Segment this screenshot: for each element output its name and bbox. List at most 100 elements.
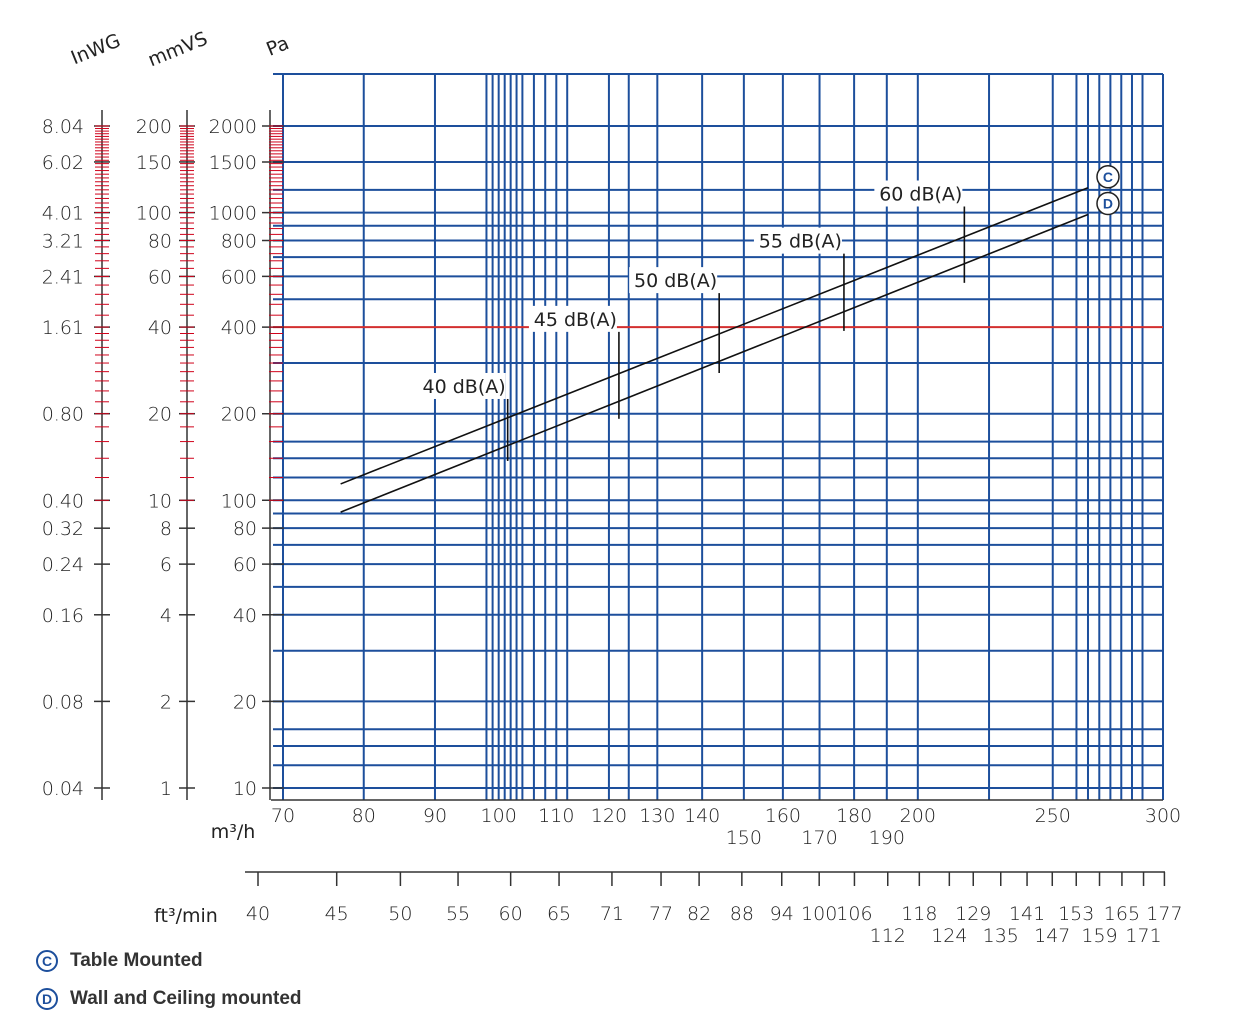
secondary-tick-label: 20 — [148, 404, 172, 426]
db-label: 50 dB(A) — [634, 270, 717, 292]
x-tick-label: 150 — [726, 827, 762, 849]
secondary-tick-label: 150 — [136, 152, 172, 174]
x-tick-label: 160 — [765, 805, 801, 827]
secondary-tick-label: 0.08 — [42, 691, 84, 713]
secondary-tick-label: 0.24 — [42, 554, 84, 576]
pa-tick-label: 200 — [221, 404, 257, 426]
x-tick-label: 90 — [423, 805, 447, 827]
secondary-tick-label: 0.16 — [42, 605, 84, 627]
secondary-tick-label: 4.01 — [42, 203, 84, 225]
pa-tick-label: 10 — [233, 778, 257, 800]
db-label-bg — [417, 372, 506, 399]
ft3-tick-label: 50 — [388, 903, 412, 925]
ft3-tick-label: 82 — [687, 903, 711, 925]
series-badge-c — [1096, 165, 1120, 189]
x-tick-label: 120 — [591, 805, 627, 827]
x-unit-label: m³/h — [211, 821, 256, 843]
secondary-tick-label: 3.21 — [42, 230, 84, 252]
legend-label-c: Table Mounted — [70, 950, 203, 971]
legend-badge-c: C — [36, 950, 58, 972]
x-tick-label: 70 — [271, 805, 295, 827]
secondary-tick-label: 8 — [160, 518, 172, 540]
db-label: 45 dB(A) — [534, 309, 617, 331]
series-badge-d — [1096, 191, 1120, 216]
ft3-tick-label: 171 — [1125, 925, 1161, 947]
ft3-tick-label: 147 — [1034, 925, 1070, 947]
secondary-tick-label: 4 — [160, 605, 172, 627]
series-line-c — [340, 187, 1089, 485]
db-label: 60 dB(A) — [879, 184, 962, 206]
x-tick-label: 130 — [639, 805, 675, 827]
ft3-tick-label: 112 — [870, 925, 906, 947]
secondary-axis-unit: InWG — [68, 30, 124, 70]
x-tick-label: 250 — [1035, 805, 1071, 827]
ft3-tick-label: 106 — [836, 903, 872, 925]
secondary-tick-label: 60 — [148, 266, 172, 288]
x-tick-label: 190 — [869, 827, 905, 849]
series-lines: CD — [340, 165, 1120, 513]
x-tick-label: 100 — [481, 805, 517, 827]
db-label-bg — [874, 180, 963, 207]
secondary-tick-label: 6.02 — [42, 152, 84, 174]
ft3-tick-label: 88 — [730, 903, 754, 925]
series-badge-label: C — [1103, 169, 1113, 185]
ft3-tick-label: 141 — [1009, 903, 1045, 925]
pa-tick-label: 1500 — [209, 152, 257, 174]
pa-tick-label: 600 — [221, 266, 257, 288]
secondary-tick-label: 1.61 — [42, 317, 84, 339]
ft3-tick-label: 129 — [955, 903, 991, 925]
secondary-tick-label: 1 — [160, 778, 172, 800]
ft3-tick-label: 135 — [983, 925, 1019, 947]
ft3-unit-label: ft³/min — [154, 905, 218, 927]
pa-tick-label: 400 — [221, 317, 257, 339]
secondary-tick-label: 0.04 — [42, 778, 84, 800]
secondary-tick-label: 8.04 — [42, 116, 84, 138]
secondary-tick-label: 200 — [136, 116, 172, 138]
secondary-tick-label: 6 — [160, 554, 172, 576]
legend-badge-d: D — [36, 988, 58, 1010]
db-label-bg — [753, 227, 842, 254]
ft3-tick-label: 40 — [246, 903, 270, 925]
ft3-tick-label: 159 — [1081, 925, 1117, 947]
x-tick-label: 300 — [1145, 805, 1181, 827]
secondary-tick-label: 100 — [136, 203, 172, 225]
ft3-tick-label: 60 — [499, 903, 523, 925]
pa-tick-label: 60 — [233, 554, 257, 576]
legend-item-d: D Wall and Ceiling mounted — [36, 988, 302, 1010]
series-badge-label: D — [1103, 195, 1113, 211]
secondary-tick-label: 2.41 — [42, 266, 84, 288]
ft3-tick-label: 100 — [801, 903, 837, 925]
ft3-tick-label: 153 — [1058, 903, 1094, 925]
legend-label-d: Wall and Ceiling mounted — [70, 988, 302, 1009]
legend-item-c: C Table Mounted — [36, 950, 203, 972]
x-tick-label: 80 — [352, 805, 376, 827]
db-label-bg — [629, 267, 718, 294]
secondary-tick-label: 0.40 — [42, 490, 84, 512]
pa-tick-label: 20 — [233, 691, 257, 713]
secondary-tick-label: 0.80 — [42, 404, 84, 426]
secondary-tick-label: 80 — [148, 230, 172, 252]
pa-tick-label: 100 — [221, 490, 257, 512]
series-line-d — [340, 213, 1089, 513]
ft3-tick-label: 165 — [1104, 903, 1140, 925]
grid — [273, 73, 1164, 800]
pa-unit-label: Pa — [263, 32, 292, 61]
ft3-tick-label: 55 — [446, 903, 470, 925]
ft3-tick-label: 124 — [931, 925, 967, 947]
secondary-tick-label: 0.32 — [42, 518, 84, 540]
db-label: 55 dB(A) — [759, 231, 842, 253]
secondary-axis-unit: mmVS — [145, 28, 211, 72]
secondary-tick-label: 10 — [148, 490, 172, 512]
x-tick-label: 170 — [801, 827, 837, 849]
annotations: 40 dB(A) 45 dB(A) 50 dB(A) 55 dB(A) 60 dB(A) — [417, 180, 966, 461]
x-tick-label: 110 — [538, 805, 574, 827]
secondary-tick-label: 40 — [148, 317, 172, 339]
x-tick-label: 180 — [836, 805, 872, 827]
ft3-tick-label: 71 — [600, 903, 624, 925]
ft3-tick-label: 77 — [649, 903, 673, 925]
ft3-tick-label: 45 — [325, 903, 349, 925]
pa-tick-label: 1000 — [209, 203, 257, 225]
pa-tick-label: 800 — [221, 230, 257, 252]
db-label-bg — [528, 305, 617, 332]
